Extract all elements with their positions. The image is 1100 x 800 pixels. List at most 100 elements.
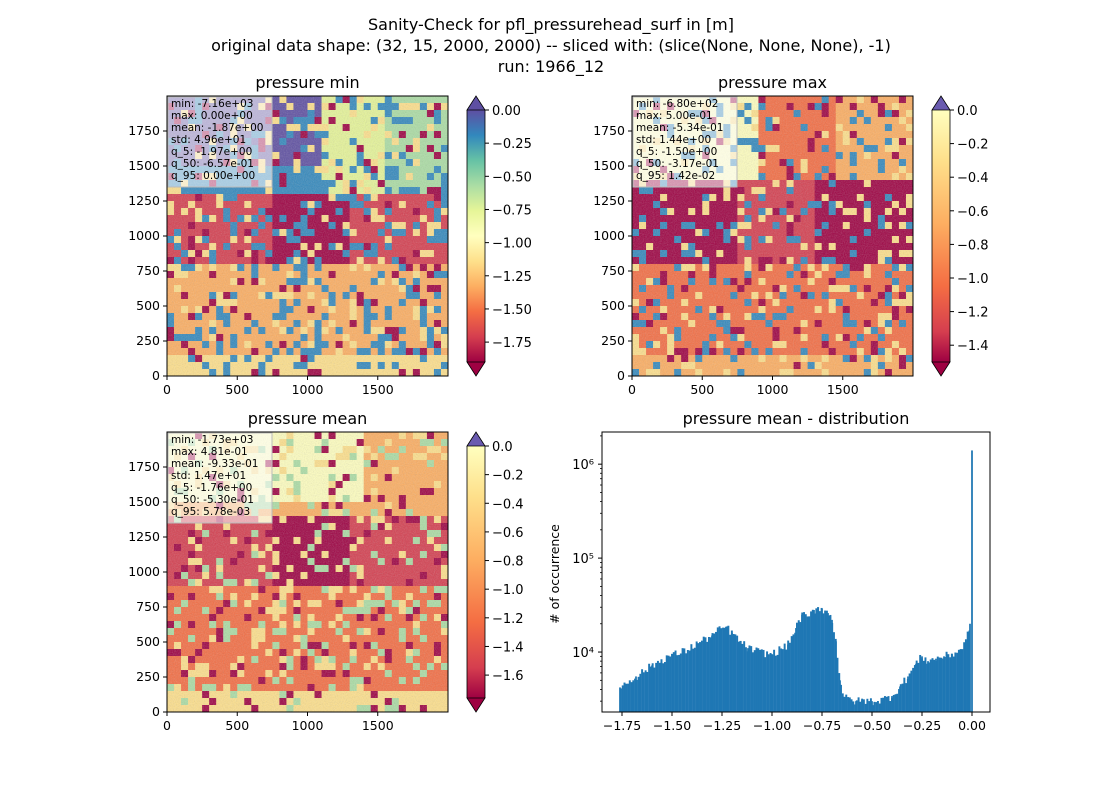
stats-line: q_5: -1.50e+00	[636, 146, 717, 158]
histogram-bar	[849, 699, 851, 712]
y-tick-label: 1750	[128, 459, 160, 474]
colorbar-tick-label: −0.6	[957, 205, 989, 220]
histogram-bar	[891, 696, 893, 712]
colorbar-extend-bottom	[931, 361, 951, 377]
map-panel-2: pressure max 0 500 1000 1500 0 250 500 750 1000 12…	[593, 73, 988, 397]
histogram-bar	[881, 699, 883, 712]
y-tick-label: 1500	[593, 158, 625, 173]
y-tick-label: 1000	[593, 228, 625, 243]
colorbar-bar	[932, 110, 950, 362]
stats-line: std: 1.44e+00	[636, 134, 711, 146]
colorbar-tick-label: −1.75	[492, 336, 532, 351]
histogram-bar	[731, 632, 733, 712]
histogram-bar	[915, 663, 917, 712]
x-tick-label: 500	[225, 718, 249, 733]
stats-line: max: 5.00e-01	[636, 110, 713, 122]
histogram-bar	[619, 687, 621, 712]
figure-title: Sanity-Check for pfl_pressurehead_surf i…	[211, 15, 891, 77]
stats-line: min: -7.16e+03	[171, 98, 253, 110]
histogram-bars	[619, 450, 973, 712]
colorbar-tick-label: −1.4	[492, 640, 524, 655]
histogram-bar	[667, 656, 669, 712]
histogram-bar	[839, 680, 841, 712]
y-tick-label: 750	[136, 599, 160, 614]
stats-line: q_95: 5.78e-03	[171, 506, 250, 518]
colorbar-bar	[467, 110, 485, 362]
y-tick-label: 500	[601, 298, 625, 313]
y-tick-label: 1250	[128, 193, 160, 208]
figure-title-line-2: original data shape: (32, 15, 2000, 2000…	[211, 36, 891, 55]
histogram-bar	[959, 650, 961, 712]
histogram-bar	[921, 656, 923, 712]
colorbar-tick-label: −0.8	[957, 238, 989, 253]
stats-line: max: 4.81e-01	[171, 446, 248, 458]
colorbar-tick-label: −1.50	[492, 303, 532, 318]
panel-title: pressure max	[718, 73, 827, 92]
colorbar-tick-label: −0.6	[492, 526, 524, 541]
colorbar: 0.0 −0.2 −0.4 −0.6 −0.8 −1.0 −1.2 −1.4	[931, 95, 989, 377]
histogram-bar	[827, 613, 829, 712]
colorbar-tick-label: −1.0	[492, 583, 524, 598]
y-tick-label: 1000	[128, 228, 160, 243]
histogram-bar	[813, 610, 815, 712]
colorbar-tick-label: −0.4	[492, 497, 524, 512]
x-tick-label: −1.00	[753, 718, 791, 733]
y-tick-label: 500	[136, 298, 160, 313]
stats-line: q_50: -3.17e-01	[636, 158, 719, 170]
stats-line: q_50: -5.30e-01	[171, 494, 254, 506]
y-tick-label: 1750	[128, 123, 160, 138]
y-axis-label: # of occurrence	[547, 524, 562, 624]
histogram-bar	[719, 629, 721, 712]
x-tick-label: 1000	[292, 718, 324, 733]
colorbar-extend-top	[466, 431, 486, 447]
stats-line: min: -1.73e+03	[171, 434, 253, 446]
y-tick-label: 10⁶	[572, 458, 594, 473]
stats-line: std: 4.96e+01	[171, 134, 246, 146]
colorbar-tick-label: −0.8	[492, 555, 524, 570]
y-tick-label: 250	[136, 669, 160, 684]
colorbar-tick-label: −0.50	[492, 170, 532, 185]
y-tick-label: 1500	[128, 494, 160, 509]
histogram-bar	[861, 700, 863, 712]
stats-line: q_95: 0.00e+00	[171, 170, 255, 182]
x-tick-label: 1500	[362, 718, 394, 733]
stats-line: std: 1.47e+01	[171, 470, 246, 482]
x-tick-label: −0.25	[903, 718, 941, 733]
colorbar-tick-label: 0.0	[492, 440, 513, 455]
y-tick-label: 10⁴	[572, 646, 594, 661]
histogram-bar	[787, 644, 789, 712]
colorbar-tick-label: 0.0	[957, 104, 978, 119]
histogram-bar	[951, 654, 953, 712]
y-tick-label: 1000	[128, 564, 160, 579]
y-tick-label: 1250	[128, 529, 160, 544]
histogram-frame	[601, 431, 991, 713]
colorbar: 0.00 −0.25 −0.50 −0.75 −1.00 −1.25 −1.50 −1.75	[466, 95, 532, 377]
histogram-bar	[871, 701, 873, 712]
figure-title-line-3: run: 1966_12	[498, 57, 604, 77]
panel-title: pressure mean - distribution	[683, 409, 910, 428]
colorbar-tick-label: −1.2	[957, 306, 989, 321]
stats-line: max: 0.00e+00	[171, 110, 253, 122]
y-tick-label: 750	[601, 263, 625, 278]
histogram-bar	[725, 626, 727, 712]
figure-title-line-1: Sanity-Check for pfl_pressurehead_surf i…	[368, 15, 734, 35]
x-tick-label: 0	[628, 382, 636, 397]
colorbar-tick-label: −1.25	[492, 270, 532, 285]
histogram-bar	[831, 619, 833, 712]
y-tick-label: 250	[601, 333, 625, 348]
colorbar-tick-label: −1.0	[957, 272, 989, 287]
colorbar-tick-label: 0.00	[492, 104, 521, 119]
stats-line: mean: -9.33e-01	[171, 458, 258, 470]
histogram-bar	[801, 614, 803, 712]
colorbar-tick-label: −1.4	[957, 339, 989, 354]
histogram-bar	[927, 661, 929, 712]
histogram-bar	[855, 701, 857, 712]
x-tick-label: 1500	[827, 382, 859, 397]
histogram-bar	[807, 618, 809, 712]
histogram-bar	[943, 656, 945, 712]
x-tick-label: 1000	[757, 382, 789, 397]
colorbar-tick-label: −0.75	[492, 203, 532, 218]
